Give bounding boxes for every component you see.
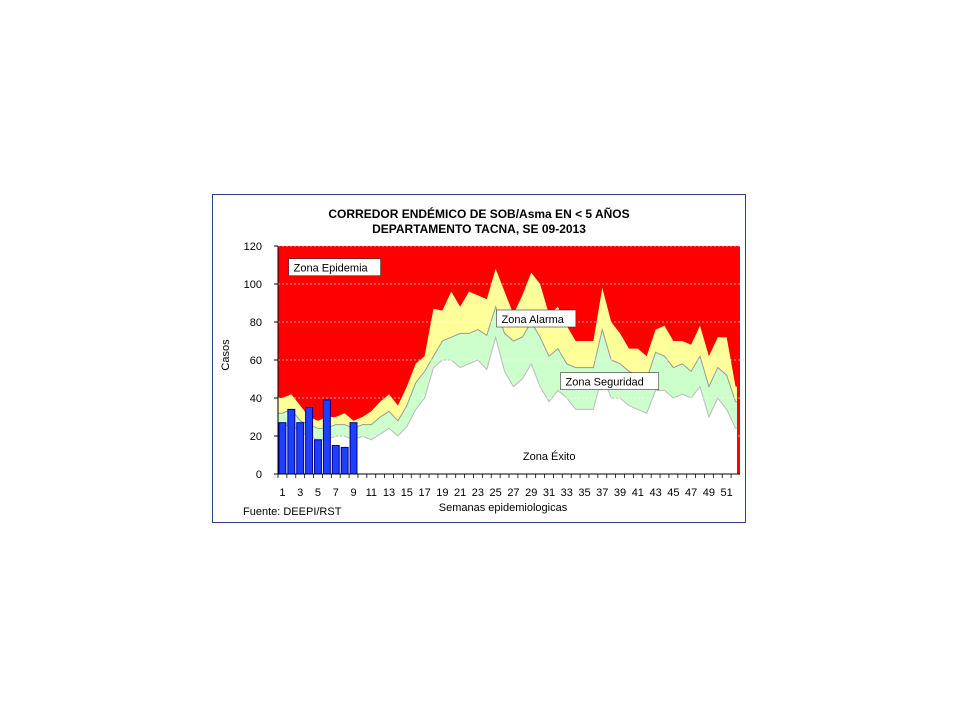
x-tick-label-33: 33	[561, 487, 573, 499]
x-tick-label-13: 13	[383, 487, 395, 499]
x-tick-label-25: 25	[490, 487, 502, 499]
y-tick-label-20: 20	[250, 431, 262, 443]
zone-exito-area	[278, 337, 738, 474]
x-tick-label-47: 47	[685, 487, 697, 499]
x-tick-label-29: 29	[525, 487, 537, 499]
y-tick-label-60: 60	[250, 355, 262, 367]
chart-frame: CORREDOR ENDÉMICO DE SOB/Asma EN < 5 AÑO…	[212, 194, 746, 523]
plot-area: Zona Epidemia Zona Alarma Zona Seguridad Zo…	[277, 245, 740, 475]
x-tick-label-15: 15	[401, 487, 413, 499]
zone-seguridad-label-text: Zona Seguridad	[566, 377, 644, 389]
x-tick-label-27: 27	[507, 487, 519, 499]
x-tick-label-11: 11	[366, 487, 377, 499]
endemic-corridor-chart: CORREDOR ENDÉMICO DE SOB/Asma EN < 5 AÑO…	[220, 206, 740, 518]
bar-week-6	[322, 399, 331, 475]
y-axis-label: Casos	[220, 339, 232, 371]
bar-week-1	[278, 422, 287, 475]
x-tick-label-1: 1	[279, 487, 285, 499]
x-tick-label-19: 19	[436, 487, 448, 499]
x-tick-label-45: 45	[667, 487, 679, 499]
x-tick-label-31: 31	[543, 487, 555, 499]
zone-alarma-label-box	[496, 309, 577, 328]
y-tick-label-0: 0	[256, 469, 262, 481]
bar-week-8	[340, 446, 349, 475]
zone-exito-label: Zona Éxito	[523, 450, 576, 463]
zone-epidemia-label-box	[288, 258, 381, 277]
zone-exito-label-text: Zona Éxito	[523, 450, 576, 463]
bar-week-2	[287, 408, 296, 475]
zone-alarma-label: Zona Alarma	[496, 309, 577, 328]
x-tick-label-49: 49	[703, 487, 715, 499]
x-tick-label-3: 3	[297, 487, 303, 499]
chart-title-line1: CORREDOR ENDÉMICO DE SOB/Asma EN < 5 AÑO…	[328, 206, 629, 221]
y-tick-label-120: 120	[244, 241, 262, 253]
chart-title-line2: DEPARTAMENTO TACNA, SE 09-2013	[372, 222, 586, 236]
bar-week-3	[296, 422, 305, 475]
x-tick-label-37: 37	[596, 487, 608, 499]
x-axis-ticks: 1 3 5 7 9 11 13 15 17 19 21 23 25 27 29 31 33 35 37 39 41 43 4…	[277, 474, 733, 499]
bar-week-7	[331, 445, 340, 475]
y-tick-label-40: 40	[250, 393, 262, 405]
x-tick-label-43: 43	[649, 487, 661, 499]
x-axis-label: Semanas epidemiologicas	[439, 502, 568, 514]
bar-week-4	[305, 407, 314, 475]
zone-epidemia-label: Zona Epidemia	[288, 258, 381, 277]
bar-week-9	[349, 422, 358, 475]
zone-seguridad-label: Zona Seguridad	[560, 372, 660, 390]
y-tick-label-100: 100	[244, 279, 262, 291]
zone-epidemia-label-text: Zona Epidemia	[294, 263, 369, 275]
zone-seguridad-label-box	[560, 372, 660, 390]
x-tick-label-5: 5	[315, 487, 321, 499]
x-tick-label-51: 51	[721, 487, 733, 499]
x-tick-label-39: 39	[614, 487, 626, 499]
bar-week-5	[314, 439, 322, 475]
x-tick-label-9: 9	[350, 487, 356, 499]
x-tick-label-35: 35	[578, 487, 590, 499]
x-tick-label-41: 41	[632, 487, 644, 499]
y-axis-ticks: 0 20 40 60 80 100 120	[244, 241, 278, 481]
source-note: Fuente: DEEPI/RST	[243, 506, 342, 518]
x-tick-label-21: 21	[454, 487, 466, 499]
x-tick-label-17: 17	[418, 487, 430, 499]
y-tick-label-80: 80	[250, 317, 262, 329]
zone-alarma-label-text: Zona Alarma	[502, 314, 565, 326]
x-tick-label-7: 7	[333, 487, 339, 499]
x-tick-label-23: 23	[472, 487, 484, 499]
